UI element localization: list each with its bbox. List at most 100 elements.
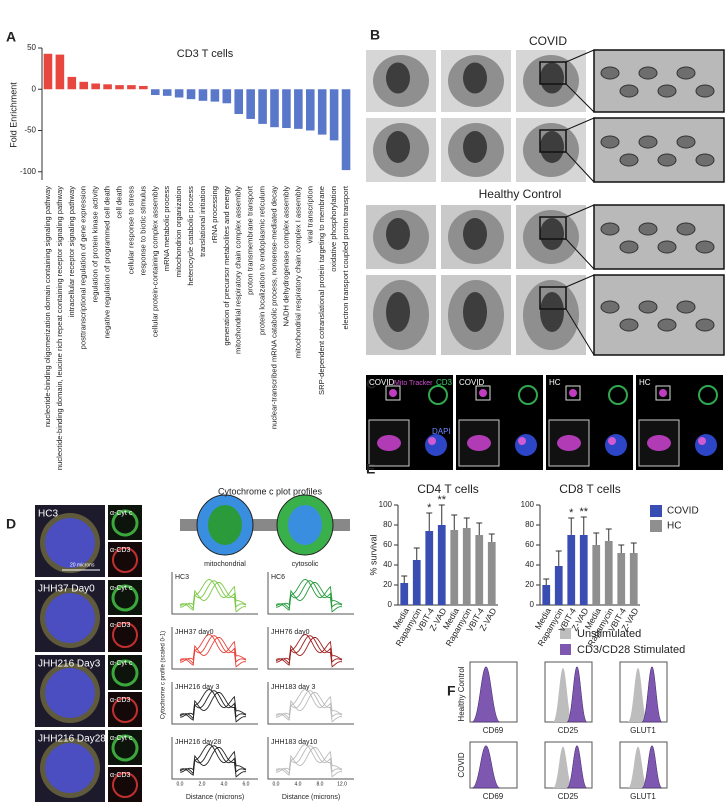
zoom [593, 274, 725, 356]
y-tick-label: 40 [383, 560, 392, 569]
mito-signal [659, 389, 667, 397]
bar [437, 525, 446, 605]
mitochondrion [619, 240, 639, 254]
profile-trace [179, 579, 247, 611]
bar [258, 89, 267, 124]
unstimulated [553, 746, 573, 788]
dapi [605, 434, 627, 456]
channel-label: α-Cyt c [110, 585, 133, 592]
profile-trace [179, 746, 247, 778]
x-tick-label: SRP-dependent cotranslational protein ta… [317, 186, 326, 395]
mito-zoom [467, 435, 491, 451]
mitochondrion [638, 135, 658, 149]
y-tick-label: 80 [525, 520, 534, 529]
profile-trace [275, 746, 343, 778]
profile-label: JHH183 day 3 [271, 684, 315, 691]
x-tick-label: nuclear-transcribed mRNA catabolic proce… [270, 186, 279, 429]
dapi [695, 434, 717, 456]
nucleus [463, 131, 487, 163]
profile-label: HC3 [175, 574, 189, 581]
bar [270, 89, 279, 128]
x-tick-label: mRNA metabolic process [162, 186, 171, 271]
schematic-title: Cytochrome c plot profiles [218, 486, 323, 496]
stimulated [471, 666, 501, 723]
stimulated [641, 666, 663, 723]
mitochondrion [619, 153, 639, 167]
cytc-signal [111, 509, 139, 537]
mitochondrion [676, 300, 696, 314]
zoom [593, 117, 725, 183]
legend-swatch [560, 644, 571, 655]
y-tick-label: -50 [24, 126, 36, 135]
bar [412, 560, 421, 605]
x-tick-label: mitochondrial respiratory chain complex … [234, 186, 243, 354]
marker-label: GLUT1 [630, 792, 656, 801]
scale-label: 20 microns [70, 562, 95, 568]
bar [462, 528, 471, 605]
error-bar [580, 516, 587, 535]
panel-label: A [6, 29, 16, 45]
merge-mito [428, 437, 436, 445]
error-bar [488, 533, 495, 542]
tile-label: HC [549, 378, 561, 387]
error-bar [568, 517, 575, 535]
cell-body [45, 743, 95, 793]
profile-trace [275, 581, 343, 613]
y-tick-label: 80 [383, 520, 392, 529]
bar [629, 553, 638, 605]
unstimulated [553, 668, 573, 722]
profile-trace [179, 689, 247, 721]
profile-trace [179, 635, 247, 665]
cd3-ring [518, 385, 538, 405]
bar [139, 85, 148, 90]
profile-trace [275, 636, 343, 668]
mito-zoom [557, 435, 581, 451]
y-tick-label: 20 [525, 580, 534, 589]
y-tick-label: 60 [383, 540, 392, 549]
channel-label: α-CD3 [110, 547, 130, 554]
panel-label: E [366, 461, 375, 477]
inset-box [539, 286, 567, 310]
x-tick-label: 8.0 [317, 781, 324, 787]
bar [567, 535, 576, 605]
nucleus [386, 218, 410, 250]
bar [542, 585, 551, 605]
plot-frame [171, 682, 258, 725]
profile-trace [275, 745, 343, 775]
plot-frame [171, 737, 258, 780]
error-bar [543, 578, 550, 585]
marker-label: CD25 [558, 726, 579, 735]
plot-frame [171, 572, 258, 615]
error-bar [555, 550, 562, 566]
nucleus [540, 292, 564, 332]
marker-label: GLUT1 [630, 726, 656, 735]
legend-swatch [560, 628, 571, 639]
bar [67, 76, 77, 90]
mitochondrion [600, 135, 620, 149]
significance: ** [579, 506, 588, 518]
error-bar [605, 528, 612, 541]
dapi [425, 434, 447, 456]
profile-trace [275, 634, 343, 666]
inset-box [565, 385, 581, 401]
bar [450, 530, 459, 605]
tile-label: COVID [369, 378, 395, 387]
mitochondrion [657, 318, 677, 332]
bar [579, 535, 588, 605]
nucleus [386, 131, 410, 163]
error-bar [426, 512, 433, 531]
channel-label: DAPI [432, 427, 451, 436]
sample-label: HC3 [38, 509, 58, 520]
y-tick-label: 100 [379, 500, 393, 509]
mitochondrion [600, 222, 620, 236]
mito-zoom [647, 435, 671, 451]
x-tick-label: 0.0 [177, 781, 184, 787]
legend-label: CD3/CD28 Stimulated [577, 644, 685, 656]
bar [198, 89, 208, 101]
legend-label: HC [667, 521, 681, 532]
plot-frame [171, 627, 258, 670]
error-bar [401, 575, 408, 583]
y-tick-label: 40 [525, 560, 534, 569]
bar [294, 89, 303, 129]
x-tick-label: negative regulation of programmed cell d… [103, 186, 112, 338]
